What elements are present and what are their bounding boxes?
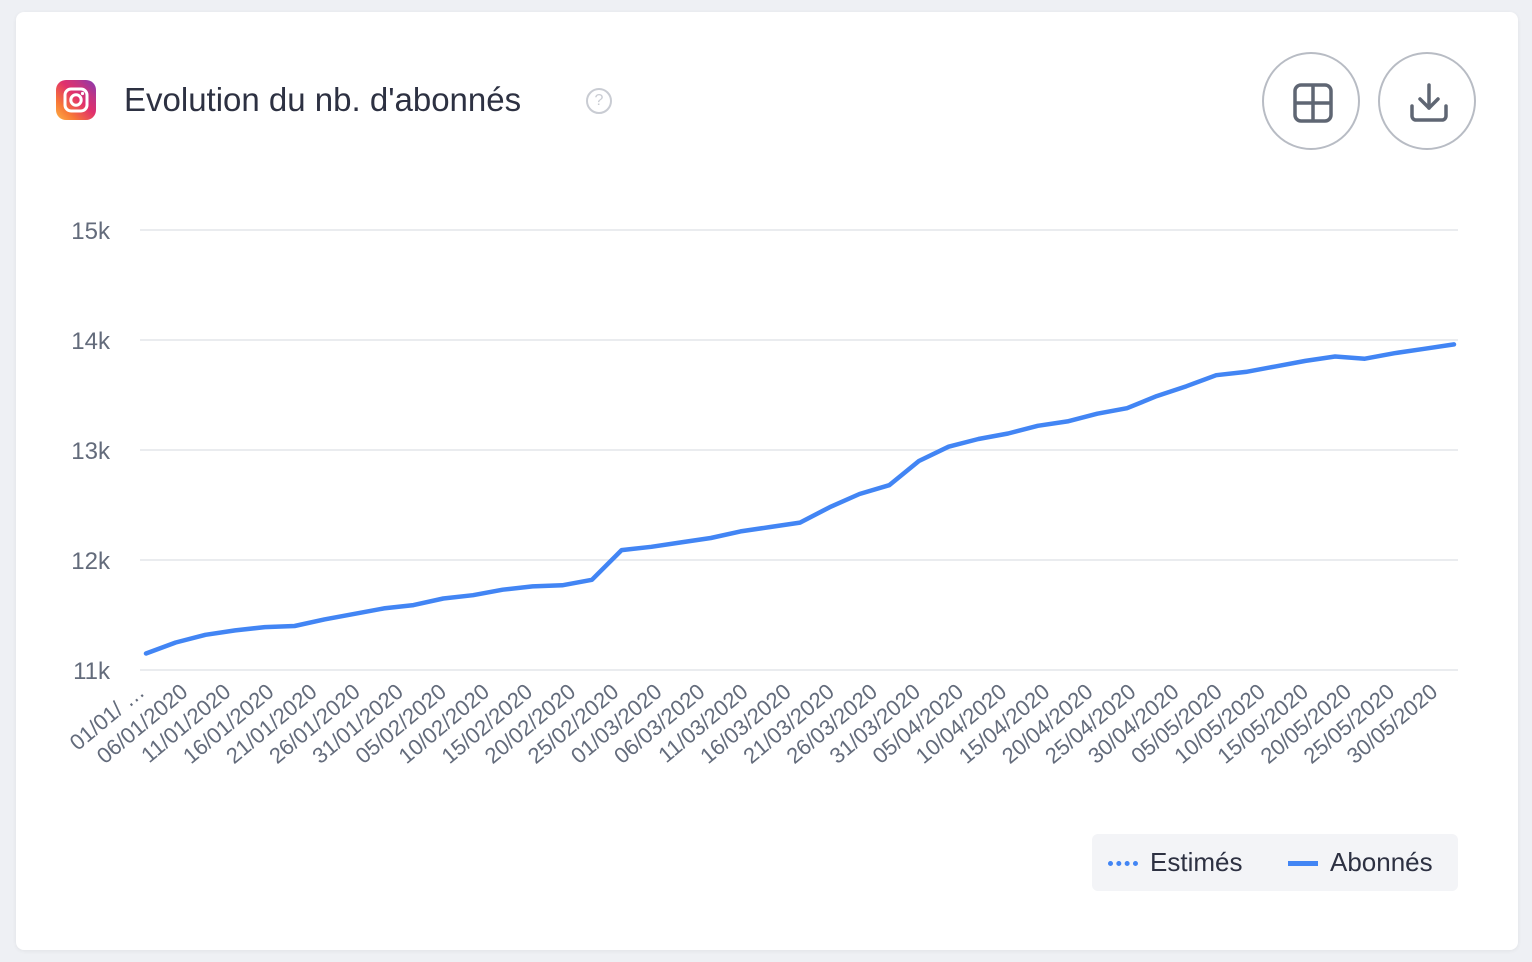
- legend-label-estimated: Estimés: [1150, 847, 1243, 877]
- chart-legend: Estimés Abonnés: [1092, 834, 1458, 891]
- download-icon: [1410, 83, 1448, 122]
- grid-icon: [1293, 83, 1333, 123]
- subscriber-evolution-card: Evolution du nb. d'abonnés ? 11k 12k 13k 14…: [16, 12, 1518, 950]
- y-tick-label: 12k: [71, 548, 111, 575]
- grid-view-button[interactable]: [1262, 52, 1360, 150]
- y-tick-label: 11k: [73, 658, 111, 685]
- download-button[interactable]: [1378, 52, 1476, 150]
- y-tick-label: 15k: [71, 218, 111, 245]
- card-header: Evolution du nb. d'abonnés ?: [16, 12, 1518, 182]
- solid-line-swatch: [1288, 861, 1318, 866]
- chart-title: Evolution du nb. d'abonnés: [124, 81, 522, 118]
- series-line-subscribers[interactable]: [143, 342, 1457, 656]
- y-tick-label: 14k: [71, 328, 111, 355]
- legend-label-subscribers: Abonnés: [1330, 847, 1433, 877]
- y-tick-label: 13k: [71, 438, 111, 465]
- dotted-line-swatch: [1108, 861, 1138, 866]
- question-circle-icon[interactable]: ?: [586, 88, 612, 114]
- instagram-icon: [56, 80, 96, 120]
